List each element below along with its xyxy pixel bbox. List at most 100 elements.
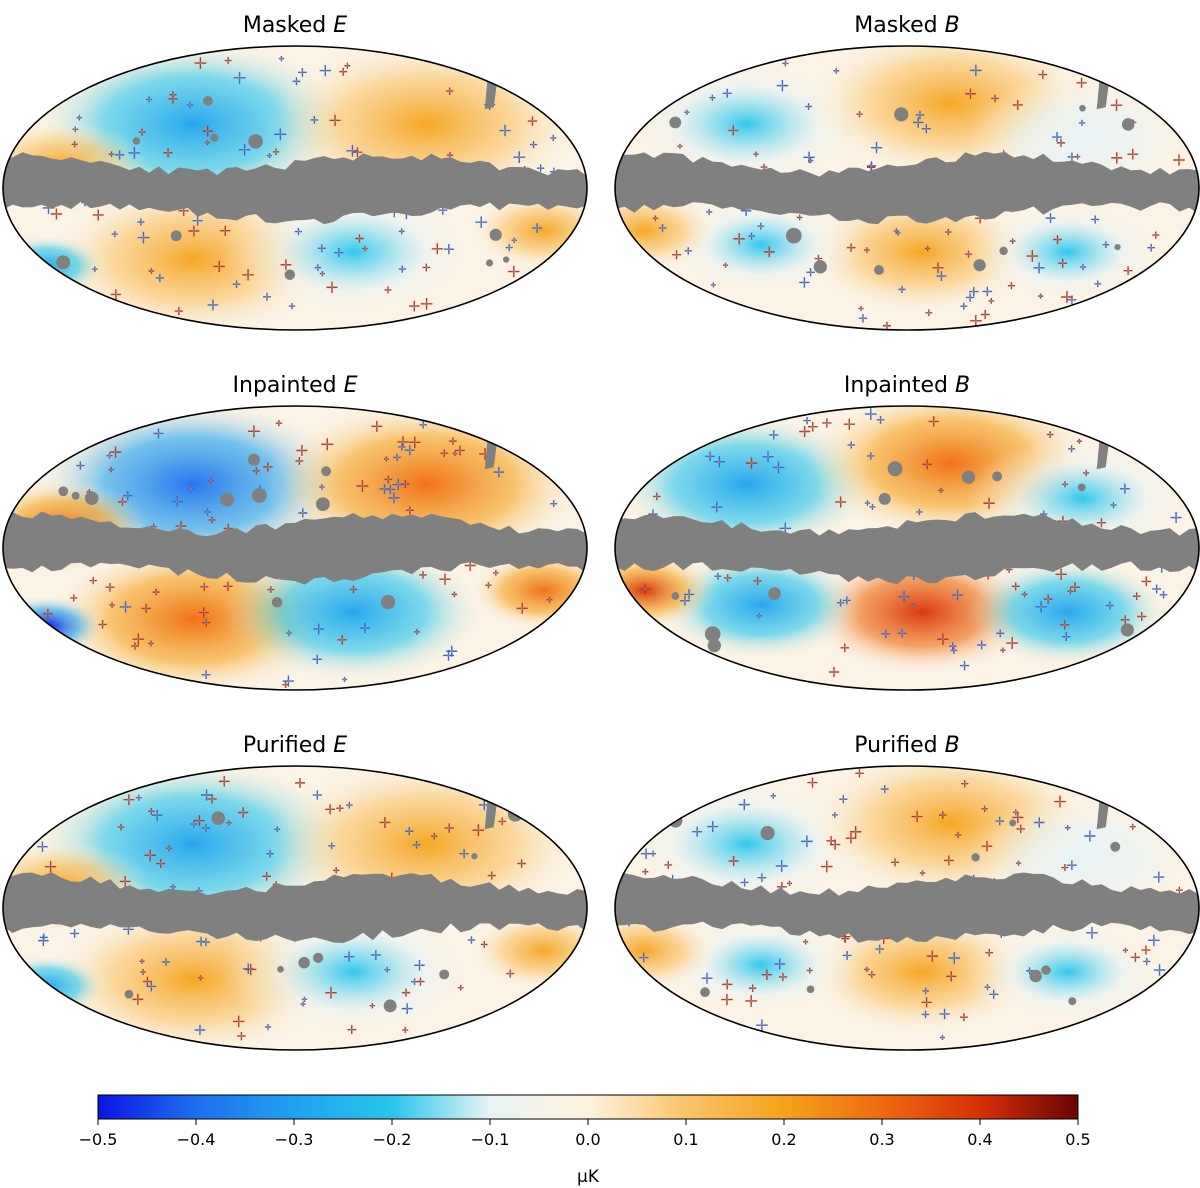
point-source-core	[276, 828, 279, 831]
point-source-core	[809, 159, 812, 162]
point-source-core	[843, 646, 847, 650]
point-source-core	[313, 118, 316, 122]
point-source-core	[916, 121, 920, 124]
point-source-core	[644, 587, 647, 591]
point-source-mask	[1121, 118, 1135, 131]
point-source-core	[772, 794, 775, 798]
point-source-core	[943, 1012, 946, 1016]
point-source-core	[287, 632, 291, 635]
point-source-core	[1028, 969, 1031, 972]
point-source-core	[1177, 158, 1181, 162]
point-source-core	[1016, 816, 1020, 819]
point-source-core	[78, 116, 81, 119]
point-source-core	[383, 487, 386, 491]
point-source-core	[788, 882, 791, 885]
point-source-core	[265, 875, 268, 878]
point-source-core	[268, 852, 272, 855]
point-source-mask	[1114, 243, 1121, 251]
point-source-core	[1038, 821, 1041, 824]
point-source-core	[825, 421, 829, 425]
point-source-core	[371, 1004, 374, 1007]
point-source-core	[986, 290, 989, 293]
point-source-core	[858, 112, 861, 116]
point-source-core	[1115, 156, 1118, 160]
point-source-core	[241, 811, 245, 814]
point-source-core	[1061, 262, 1064, 265]
galactic-mask	[3, 152, 587, 225]
point-source-core	[885, 324, 889, 327]
galactic-mask	[3, 511, 587, 585]
point-source-core	[119, 825, 123, 829]
point-source-mask	[1079, 104, 1086, 112]
colorbar-tick-label: 0.0	[575, 1130, 600, 1149]
point-source-core	[108, 586, 112, 589]
point-source-core	[413, 980, 416, 983]
point-source-core	[884, 632, 887, 636]
point-source-core	[939, 489, 943, 492]
point-source-core	[462, 852, 466, 855]
point-source-core	[711, 825, 714, 828]
panel-title-variable: B	[945, 13, 960, 38]
point-source-core	[1063, 623, 1066, 627]
point-source-core	[667, 863, 670, 867]
point-source-core	[833, 843, 837, 846]
panel-title-variable: E	[333, 733, 347, 758]
colorbar-tick-label: 0.1	[673, 1130, 698, 1149]
point-source-core	[351, 149, 354, 152]
point-source-core	[1145, 960, 1148, 963]
point-source-core	[1065, 295, 1069, 299]
point-source-core	[1115, 103, 1118, 107]
point-source-core	[383, 821, 387, 824]
point-source-core	[866, 501, 869, 505]
point-source-core	[988, 951, 991, 954]
point-source-core	[240, 1034, 243, 1038]
point-source-core	[1157, 875, 1161, 879]
point-source-core	[334, 869, 338, 872]
point-source-core	[750, 461, 753, 465]
point-source-core	[535, 226, 539, 230]
point-source-core	[46, 612, 50, 615]
point-source-mask	[284, 269, 296, 280]
mollweide-outline	[614, 765, 1200, 1051]
point-source-core	[642, 956, 645, 959]
point-source-core	[280, 57, 283, 60]
point-source-mask	[383, 999, 397, 1013]
point-source-mask	[768, 587, 781, 600]
point-source-mask	[313, 952, 324, 963]
map-panel: Purified B	[614, 733, 1200, 1051]
point-source-core	[196, 219, 199, 222]
point-source-core	[206, 129, 209, 133]
point-source-mask	[971, 853, 980, 862]
panel-title-prefix: Purified	[854, 733, 937, 758]
point-source-core	[1078, 440, 1081, 443]
point-source-core	[974, 319, 978, 323]
point-source-core	[490, 874, 493, 877]
point-source-core	[708, 455, 712, 458]
point-source-mask	[704, 626, 721, 642]
point-source-core	[150, 810, 153, 813]
point-source-core	[685, 111, 689, 114]
point-source-mask	[132, 137, 141, 145]
point-source-core	[210, 797, 214, 801]
point-source-core	[341, 70, 345, 73]
point-source-core	[316, 658, 319, 661]
point-source-core	[413, 304, 416, 308]
point-source-core	[675, 253, 678, 256]
point-source-core	[266, 465, 270, 469]
point-source-core	[470, 938, 473, 942]
point-source-core	[878, 947, 881, 951]
point-source-core	[1104, 243, 1108, 246]
point-source-mask	[806, 985, 815, 994]
point-source-core	[137, 637, 140, 641]
colorbar-tick-label: −0.4	[177, 1130, 216, 1149]
point-source-mask	[1110, 841, 1121, 852]
point-source-core	[179, 524, 183, 528]
panel-title-variable: E	[344, 373, 358, 398]
point-source-core	[915, 815, 919, 818]
point-source-core	[1037, 266, 1041, 270]
point-source-core	[1066, 826, 1069, 829]
point-source-mask	[1068, 997, 1077, 1006]
point-source-core	[726, 576, 729, 580]
point-source-core	[844, 937, 847, 940]
